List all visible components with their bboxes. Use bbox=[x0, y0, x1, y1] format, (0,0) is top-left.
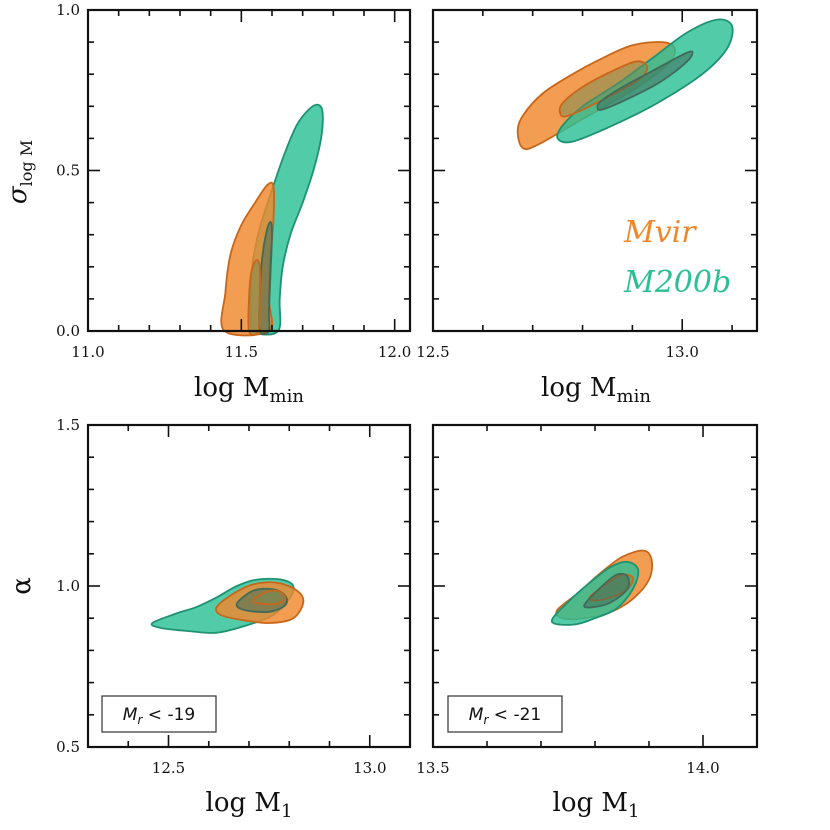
y-tick-label: 1.0 bbox=[56, 1, 80, 19]
plot-frame bbox=[86, 8, 412, 333]
legend-mvir: Mvir bbox=[623, 215, 697, 250]
annotation-label: Mr < -21 bbox=[469, 705, 541, 727]
x-tick-label: 12.5 bbox=[416, 343, 449, 361]
x-tick-label: 13.0 bbox=[353, 759, 386, 777]
m200b-inner-contour bbox=[583, 572, 630, 609]
plot-frame bbox=[431, 423, 759, 749]
m200b-inner-contour bbox=[596, 50, 694, 111]
x-tick-label: 11.0 bbox=[71, 343, 104, 361]
panel-top-right: 12.5 13.0 log Mmin Mvir M200b bbox=[416, 8, 759, 407]
x-tick-label: 13.5 bbox=[416, 759, 449, 777]
contour-layer bbox=[150, 577, 305, 634]
annotation-box bbox=[101, 695, 217, 733]
annotation-label: Mr < -19 bbox=[123, 705, 195, 727]
annotation-box bbox=[447, 695, 563, 733]
y-axis-title: α bbox=[7, 577, 37, 595]
contour-layer bbox=[220, 103, 324, 337]
panel-top-left: 11.0 11.5 12.0 0.0 0.5 1.0 log Mmin σlog… bbox=[3, 1, 411, 407]
y-tick-label: 1.0 bbox=[56, 577, 80, 595]
x-axis-title: log M1 bbox=[553, 788, 640, 822]
y-tick-label: 1.5 bbox=[56, 416, 80, 434]
y-axis-title: σlog M bbox=[3, 140, 36, 204]
y-tick-label: 0.5 bbox=[56, 162, 80, 180]
x-axis-title: log Mmin bbox=[541, 373, 651, 407]
contour-layer bbox=[550, 549, 654, 626]
panel-bottom-right: 13.5 14.0 log M1 Mr < -21 bbox=[416, 423, 759, 822]
plot-frame bbox=[431, 8, 759, 333]
x-tick-label: 13.0 bbox=[665, 343, 698, 361]
x-tick-label: 14.0 bbox=[686, 759, 719, 777]
mvir-inner-contour bbox=[247, 259, 261, 336]
x-axis-title: log M1 bbox=[206, 788, 293, 822]
legend-m200b: M200b bbox=[623, 265, 731, 300]
y-tick-label: 0.0 bbox=[56, 322, 80, 340]
x-axis-title: log Mmin bbox=[194, 373, 304, 407]
plot-frame bbox=[86, 423, 412, 749]
x-tick-label: 11.5 bbox=[225, 343, 258, 361]
mvir-inner-contour bbox=[252, 589, 287, 606]
contour-layer bbox=[516, 18, 734, 151]
x-tick-label: 12.5 bbox=[152, 759, 185, 777]
y-tick-label: 0.5 bbox=[56, 738, 80, 756]
panel-bottom-left: 12.5 13.0 0.5 1.0 1.5 log M1 α Mr < -19 bbox=[7, 416, 412, 822]
x-tick-label: 12.0 bbox=[378, 343, 411, 361]
